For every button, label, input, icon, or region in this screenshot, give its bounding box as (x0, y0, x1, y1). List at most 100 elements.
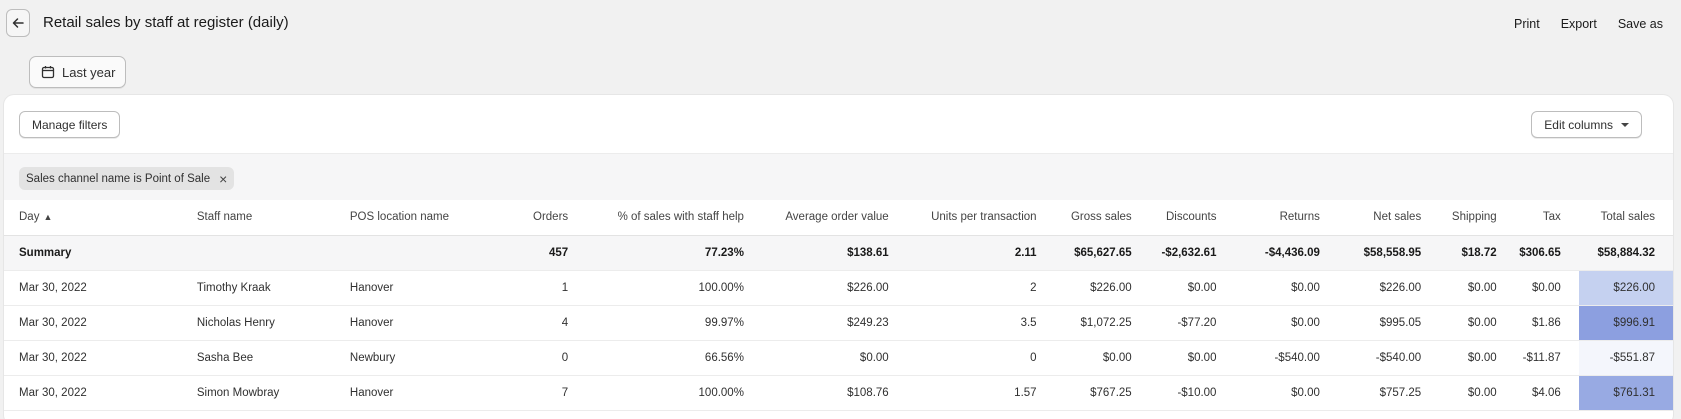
filter-chip-label: Sales channel name is Point of Sale (26, 172, 211, 185)
column-header-pos-location[interactable]: POS location name (334, 200, 488, 236)
cell-discounts: -$10.00 (1149, 375, 1235, 411)
column-header-label: % of sales with staff help (617, 211, 744, 224)
cell-pos-location: Hanover (334, 270, 488, 306)
column-header-discounts[interactable]: Discounts (1149, 200, 1235, 236)
cell-staff-help-pct: 77.23% (586, 235, 762, 271)
edit-columns-label: Edit columns (1544, 117, 1613, 132)
cell-avg-order-value: $0.00 (761, 340, 907, 376)
cell-total-sales: $996.91 (1578, 305, 1673, 341)
cell-avg-order-value: $249.23 (761, 305, 907, 341)
column-header-day[interactable]: Day ▲ (4, 200, 182, 236)
cell-shipping: $0.00 (1439, 270, 1515, 306)
date-range-label: Last year (62, 64, 116, 80)
cell-units-per-transaction: 3.5 (906, 305, 1055, 341)
cell-units-per-transaction: 2 (906, 270, 1055, 306)
cell-units-per-transaction: 2.11 (906, 235, 1055, 271)
cell-day: Mar 30, 2022 (4, 340, 182, 376)
cell-staff-name[interactable]: Nicholas Henry (181, 305, 335, 341)
column-header-label: Orders (533, 211, 569, 224)
cell-pos-location: Newbury (334, 340, 488, 376)
cell-pos-location: Hanover (334, 375, 488, 411)
column-header-label: Discounts (1165, 211, 1217, 224)
column-header-tax[interactable]: Tax (1514, 200, 1579, 236)
column-header-staff-name[interactable]: Staff name (181, 200, 335, 236)
cell-returns: $0.00 (1234, 305, 1338, 341)
table-header: Day ▲ Staff name POS location name Orders % o… (4, 200, 1673, 236)
cell-tax: $0.00 (1514, 270, 1579, 306)
cell-net-sales: $58,558.95 (1337, 235, 1440, 271)
cell-orders: 7 (487, 375, 587, 411)
export-button[interactable]: Export (1560, 17, 1597, 31)
cell-net-sales: -$540.00 (1337, 340, 1440, 376)
cell-shipping: $18.72 (1439, 235, 1515, 271)
edit-columns-button[interactable]: Edit columns (1531, 111, 1642, 138)
cell-gross-sales: $0.00 (1054, 340, 1150, 376)
column-header-label: Units per transaction (931, 211, 1037, 224)
sort-ascending-icon: ▲ (43, 212, 53, 223)
column-header-label: Tax (1542, 211, 1561, 224)
cell-returns: $0.00 (1234, 375, 1338, 411)
cell-returns: -$4,436.09 (1234, 235, 1338, 271)
print-button[interactable]: Print (1513, 17, 1540, 31)
cell-net-sales: $757.25 (1337, 375, 1440, 411)
cell-orders: 457 (487, 235, 587, 271)
cell-discounts: $0.00 (1149, 270, 1235, 306)
arrow-left-icon (12, 18, 24, 28)
cell-total-sales: $226.00 (1578, 270, 1673, 306)
column-header-returns[interactable]: Returns (1234, 200, 1338, 236)
cell-total-sales: $58,884.32 (1578, 235, 1673, 271)
column-header-avg-order-value[interactable]: Average order value (761, 200, 907, 236)
column-header-label: POS location name (349, 211, 449, 224)
cell-discounts: -$77.20 (1149, 305, 1235, 341)
column-header-staff-help-pct[interactable]: % of sales with staff help (586, 200, 762, 236)
cell-units-per-transaction: 0 (906, 340, 1055, 376)
cell-pos-location: Hanover (334, 305, 488, 341)
table-row: Mar 30, 2022 Sasha Bee Newbury 0 66.56% $0.00… (4, 340, 1673, 376)
cell-pos-location (334, 235, 488, 271)
top-bar: Retail sales by staff at register (daily… (0, 0, 1681, 48)
cell-staff-help-pct: 99.97% (586, 305, 762, 341)
applied-filters: Sales channel name is Point of Sale × (4, 153, 1673, 200)
cell-avg-order-value: $108.76 (761, 375, 907, 411)
column-header-shipping[interactable]: Shipping (1439, 200, 1515, 236)
cell-staff-name (181, 235, 335, 271)
back-button[interactable] (6, 9, 30, 37)
column-header-units-per-transaction[interactable]: Units per transaction (906, 200, 1055, 236)
cell-staff-name[interactable]: Sasha Bee (181, 340, 335, 376)
table-row: Mar 30, 2022 Timothy Kraak Hanover 1 100.00%… (4, 270, 1673, 306)
cell-staff-name[interactable]: Simon Mowbray (181, 375, 335, 411)
cell-tax: $306.65 (1514, 235, 1579, 271)
close-icon[interactable]: × (219, 170, 228, 187)
cell-shipping: $0.00 (1439, 375, 1515, 411)
table-row: Mar 30, 2022 Nicholas Henry Hanover 4 99.97%… (4, 305, 1673, 341)
column-header-net-sales[interactable]: Net sales (1337, 200, 1440, 236)
cell-tax: $1.86 (1514, 305, 1579, 341)
column-header-orders[interactable]: Orders (487, 200, 587, 236)
cell-staff-help-pct: 66.56% (586, 340, 762, 376)
cell-day: Mar 30, 2022 (4, 375, 182, 411)
cell-orders: 1 (487, 270, 587, 306)
column-header-gross-sales[interactable]: Gross sales (1054, 200, 1150, 236)
cell-shipping: $0.00 (1439, 305, 1515, 341)
column-header-label: Shipping (1451, 211, 1497, 224)
column-header-label: Day (19, 211, 40, 224)
cell-day: Mar 30, 2022 (4, 270, 182, 306)
column-header-total-sales[interactable]: Total sales (1578, 200, 1673, 236)
column-header-label: Total sales (1600, 211, 1655, 224)
cell-orders: 4 (487, 305, 587, 341)
cell-units-per-transaction: 1.57 (906, 375, 1055, 411)
cell-tax: $4.06 (1514, 375, 1579, 411)
manage-filters-button[interactable]: Manage filters (19, 111, 121, 138)
cell-total-sales: $761.31 (1578, 375, 1673, 411)
date-range-button[interactable]: Last year (29, 56, 126, 88)
cell-total-sales: -$551.87 (1578, 340, 1673, 376)
cell-orders: 0 (487, 340, 587, 376)
cell-avg-order-value: $138.61 (761, 235, 907, 271)
cell-net-sales: $995.05 (1337, 305, 1440, 341)
calendar-icon (41, 66, 55, 79)
cell-staff-name[interactable]: Timothy Kraak (181, 270, 335, 306)
save-as-button[interactable]: Save as (1617, 17, 1663, 31)
cell-gross-sales: $226.00 (1054, 270, 1150, 306)
cell-discounts: $0.00 (1149, 340, 1235, 376)
column-header-label: Gross sales (1070, 211, 1132, 224)
